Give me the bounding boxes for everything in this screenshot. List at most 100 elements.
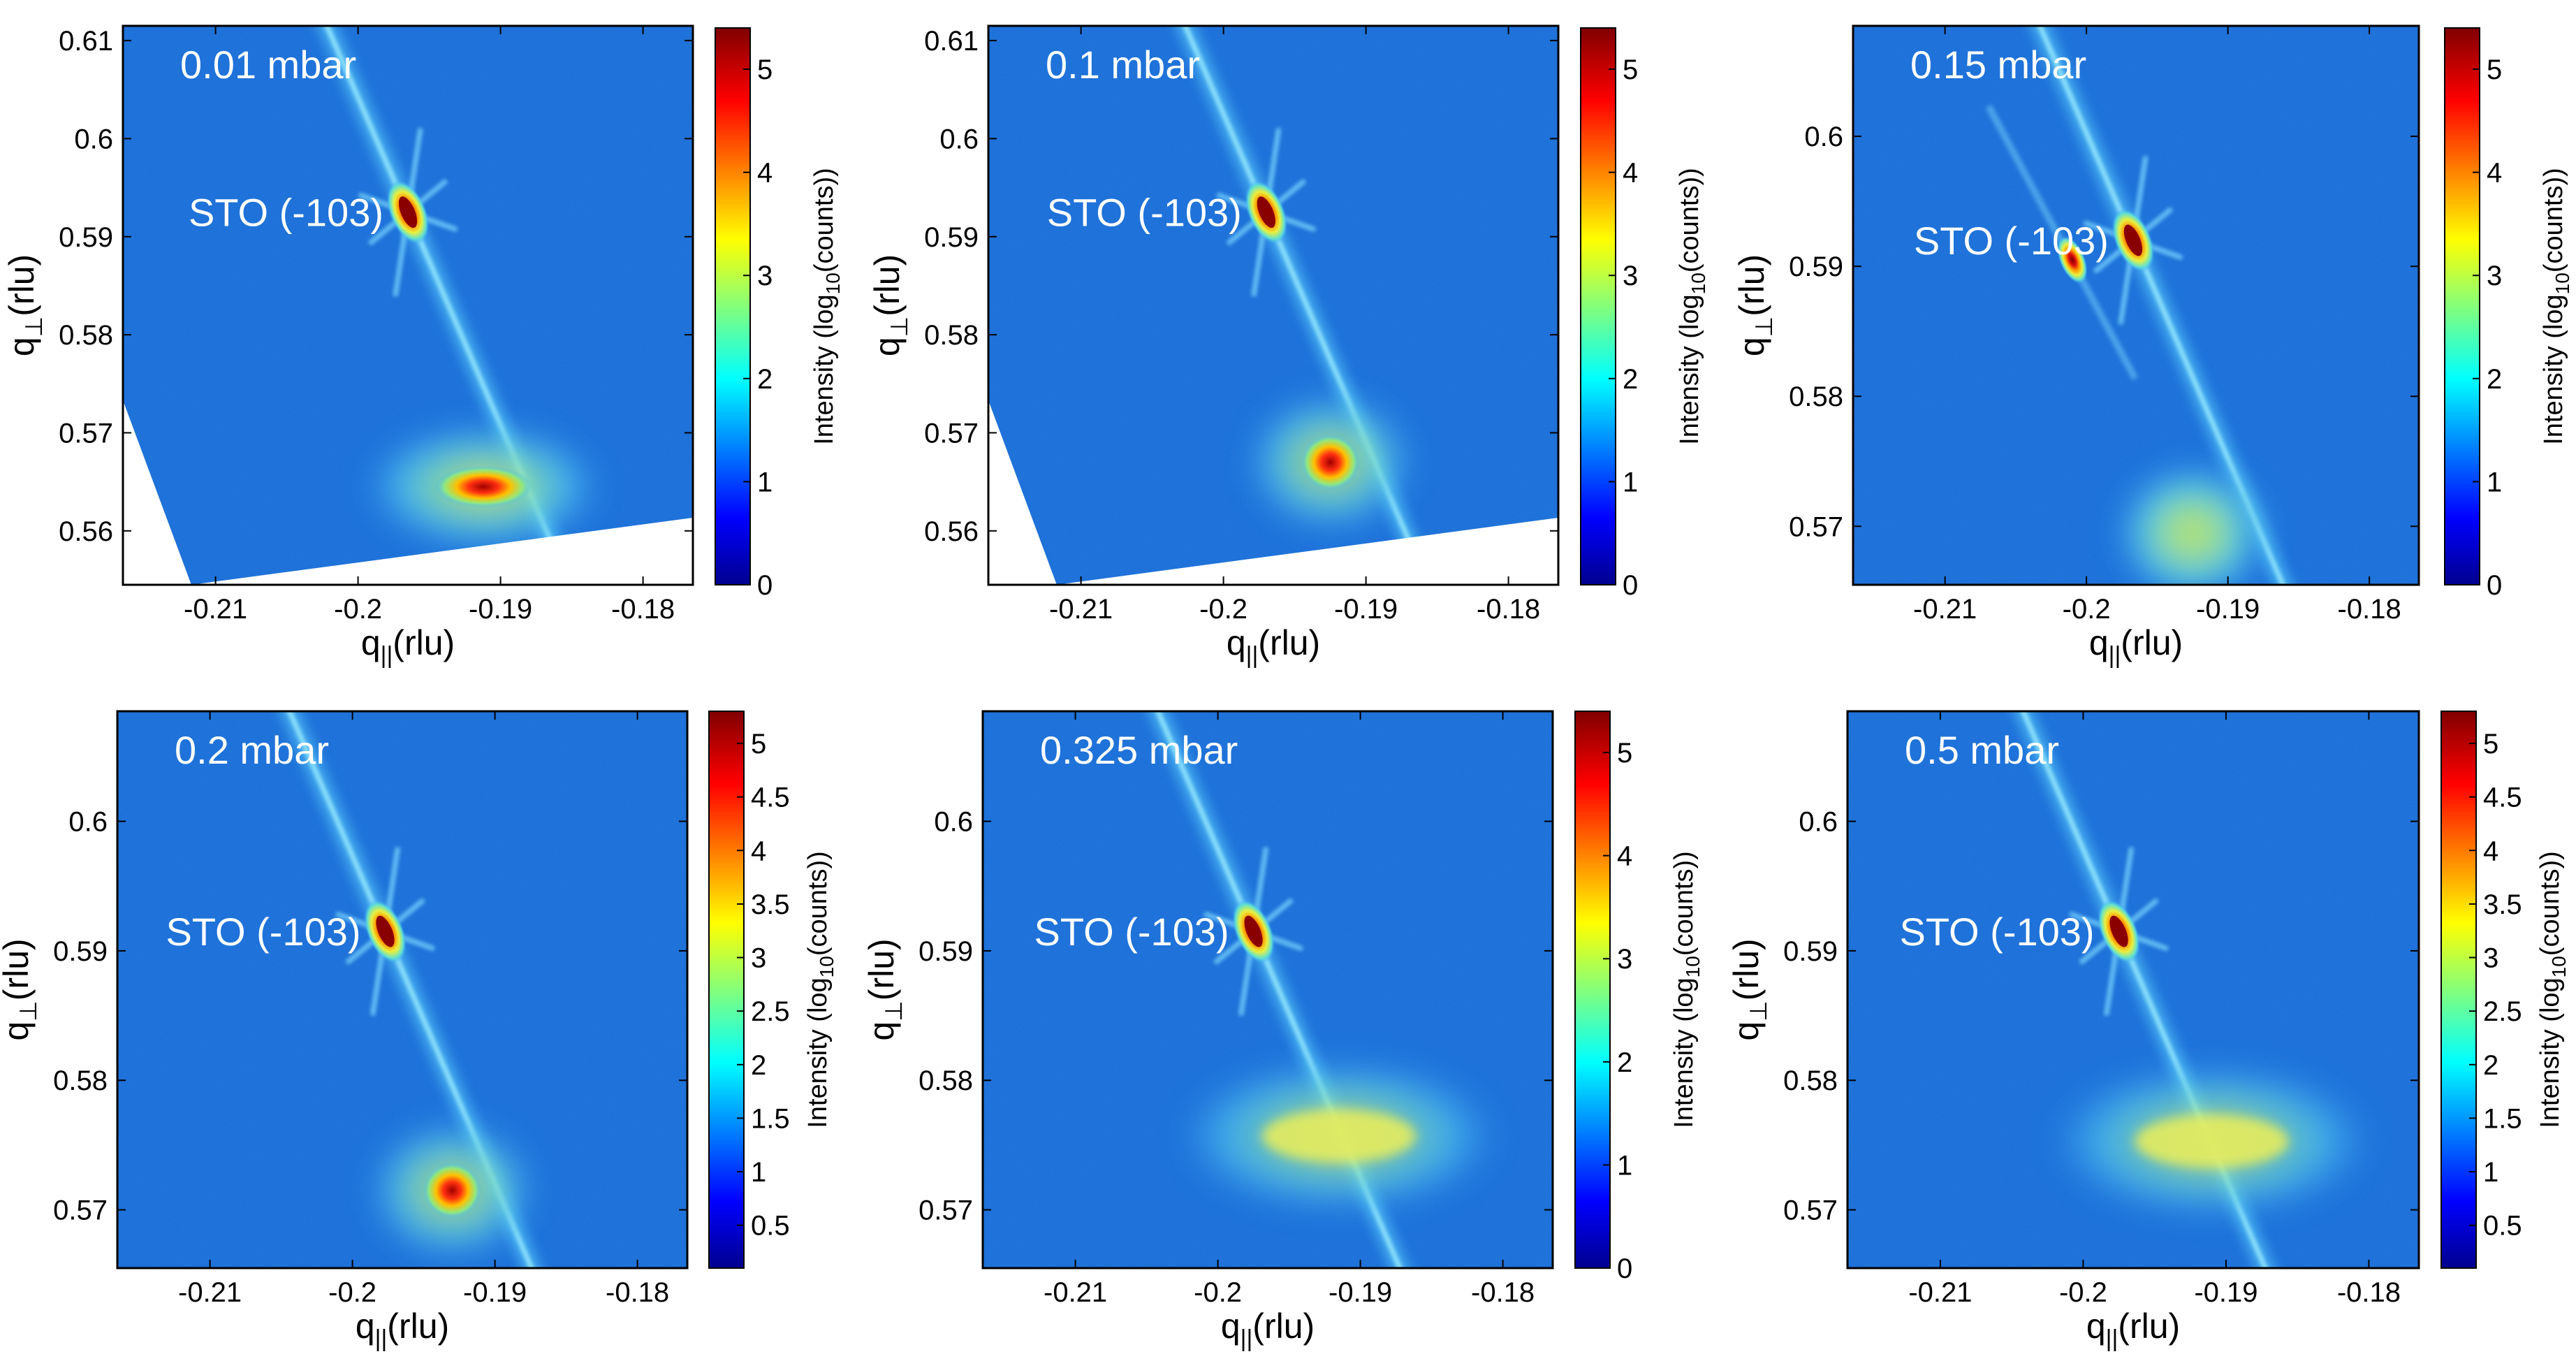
unmeasured-region-bottom: [1056, 518, 1558, 585]
colorbar-tick-label: 2.5: [751, 996, 790, 1027]
colorbar-tick-label: 2: [2487, 364, 2502, 395]
colorbar-tick-label: 0: [1623, 570, 1638, 601]
axes-frame: [122, 24, 694, 586]
pressure-label: 0.1 mbar: [1046, 43, 1200, 87]
x-tick-label: -0.2: [334, 594, 382, 625]
colorbar-tick-label: 2: [751, 1050, 766, 1081]
colorbar-tick-label: 5: [757, 54, 773, 85]
colorbar-tick-label: 3: [757, 261, 773, 291]
y-tick-label: 0.59: [1789, 252, 1843, 282]
colorbar-label: Intensity (log10(counts)): [1675, 168, 1709, 445]
substrate-peak-core: [398, 196, 418, 228]
y-tick-label: 0.59: [919, 936, 973, 967]
pressure-label: 0.5 mbar: [1905, 728, 2059, 772]
heatmap-area: [1847, 711, 2419, 1268]
colorbar-tick-label: 4: [2487, 158, 2502, 189]
x-tick-label: -0.18: [1471, 1277, 1535, 1308]
y-tick-label: 0.59: [1783, 936, 1838, 967]
x-tick-label: -0.21: [1908, 1277, 1972, 1308]
substrate-peak-label: STO (-103): [189, 191, 383, 235]
y-axis-label: q⊥(rlu): [868, 254, 913, 356]
colorbar-tick-label: 1.5: [751, 1103, 790, 1134]
x-tick-label: -0.19: [469, 594, 532, 625]
colorbar-tick-label: 5: [2483, 729, 2498, 759]
colorbar-tick-label: 4: [1623, 158, 1638, 189]
substrate-peak-core: [376, 915, 395, 947]
rsm-panel-5: -0.21 -0.2 -0.19 -0.18 0.57 0.58 0.59 0.6 q||(rl…: [862, 710, 1704, 1352]
y-axis-label: q⊥(rlu): [862, 938, 907, 1040]
x-tick-label: -0.18: [611, 594, 675, 625]
x-tick-label: -0.18: [606, 1277, 669, 1308]
pressure-label: 0.01 mbar: [180, 43, 356, 87]
film-peak: [423, 1162, 482, 1218]
y-tick-label: 0.58: [1783, 1065, 1838, 1096]
colorbar-tick-label: 4: [757, 158, 773, 189]
y-tick-label: 0.59: [53, 936, 108, 967]
rsm-panel-1: -0.21 -0.2 -0.19 -0.18 0.56 0.57 0.58 0.59 0.6 0.…: [2, 24, 844, 669]
colorbar-tick-label: 4: [2483, 836, 2498, 866]
colorbar: [715, 28, 750, 585]
colorbar-tick-label: 4.5: [751, 783, 790, 813]
colorbar-tick-label: 4.5: [2483, 783, 2522, 813]
crystal-truncation-streak: [1183, 26, 1431, 585]
colorbar-tick-label: 5: [751, 729, 766, 759]
colorbar: [1581, 28, 1616, 585]
substrate-peak-core: [2123, 224, 2143, 256]
y-tick-label: 0.56: [924, 516, 979, 547]
pressure-label: 0.15 mbar: [1910, 43, 2086, 87]
colorbar-tick-label: 1: [2483, 1157, 2498, 1188]
y-tick-label: 0.57: [924, 418, 979, 449]
heatmap-area: [983, 711, 1553, 1268]
colorbar-label: Intensity (log10(counts)): [2539, 168, 2573, 445]
x-axis-label: q||(rlu): [2089, 623, 2183, 669]
x-tick-label: -0.2: [2059, 1277, 2107, 1308]
colorbar-tick-label: 3: [1623, 261, 1638, 291]
colorbar-tick-label: 1.5: [2483, 1103, 2522, 1134]
colorbar-label: Intensity (log10(counts)): [2535, 851, 2570, 1128]
pressure-label: 0.325 mbar: [1040, 728, 1238, 772]
x-axis-label: q||(rlu): [1221, 1307, 1315, 1352]
x-tick-label: -0.18: [1477, 594, 1540, 625]
substrate-peak-label: STO (-103): [1047, 191, 1242, 235]
substrate-peak-label: STO (-103): [1914, 219, 2109, 263]
axes-frame: [116, 710, 689, 1269]
x-tick-label: -0.19: [463, 1277, 527, 1308]
axes-frame: [981, 710, 1554, 1269]
heatmap-area: [988, 26, 1558, 585]
y-axis-label: q⊥(rlu): [0, 938, 42, 1040]
rsm-panel-3: -0.21 -0.2 -0.19 -0.18 0.57 0.58 0.59 0.6 q||(rl…: [1732, 24, 2573, 669]
y-tick-label: 0.6: [68, 807, 108, 838]
substrate-peak-label: STO (-103): [1900, 910, 2095, 954]
heatmap-area: [123, 26, 693, 585]
unmeasured-region-left: [988, 400, 1057, 585]
y-tick-label: 0.58: [919, 1065, 973, 1096]
colorbar-tick-label: 5: [1617, 738, 1632, 769]
colorbar-tick-label: 3: [751, 943, 766, 974]
y-tick-label: 0.59: [59, 222, 113, 253]
film-peak: [434, 465, 533, 508]
heatmap-area: [1853, 26, 2419, 585]
substrate-peak-core: [1244, 915, 1263, 947]
colorbar-tick-label: 3: [1617, 944, 1632, 975]
y-tick-label: 0.6: [939, 124, 979, 154]
secondary-peak: [2057, 236, 2088, 284]
y-tick-label: 0.6: [1799, 807, 1838, 838]
x-tick-label: -0.18: [2337, 1277, 2401, 1308]
y-axis-label: q⊥(rlu): [1732, 254, 1778, 356]
film-peak: [1262, 1109, 1416, 1163]
axes-frame: [1852, 24, 2420, 586]
y-tick-label: 0.58: [53, 1065, 108, 1096]
colorbar-tick-label: 4: [1617, 841, 1632, 872]
colorbar-tick-label: 2: [757, 364, 773, 395]
colorbar-tick-label: 1: [757, 467, 773, 497]
x-tick-label: -0.2: [1194, 1277, 1242, 1308]
colorbar: [1575, 711, 1610, 1268]
colorbar-tick-label: 0: [1617, 1253, 1632, 1284]
x-tick-label: -0.19: [1334, 594, 1398, 625]
film-peak: [2116, 463, 2269, 585]
axes-frame: [987, 24, 1560, 586]
colorbar-tick-label: 3: [2483, 943, 2498, 974]
unmeasured-region-bottom: [191, 518, 693, 585]
substrate-peak-core: [1257, 196, 1275, 228]
